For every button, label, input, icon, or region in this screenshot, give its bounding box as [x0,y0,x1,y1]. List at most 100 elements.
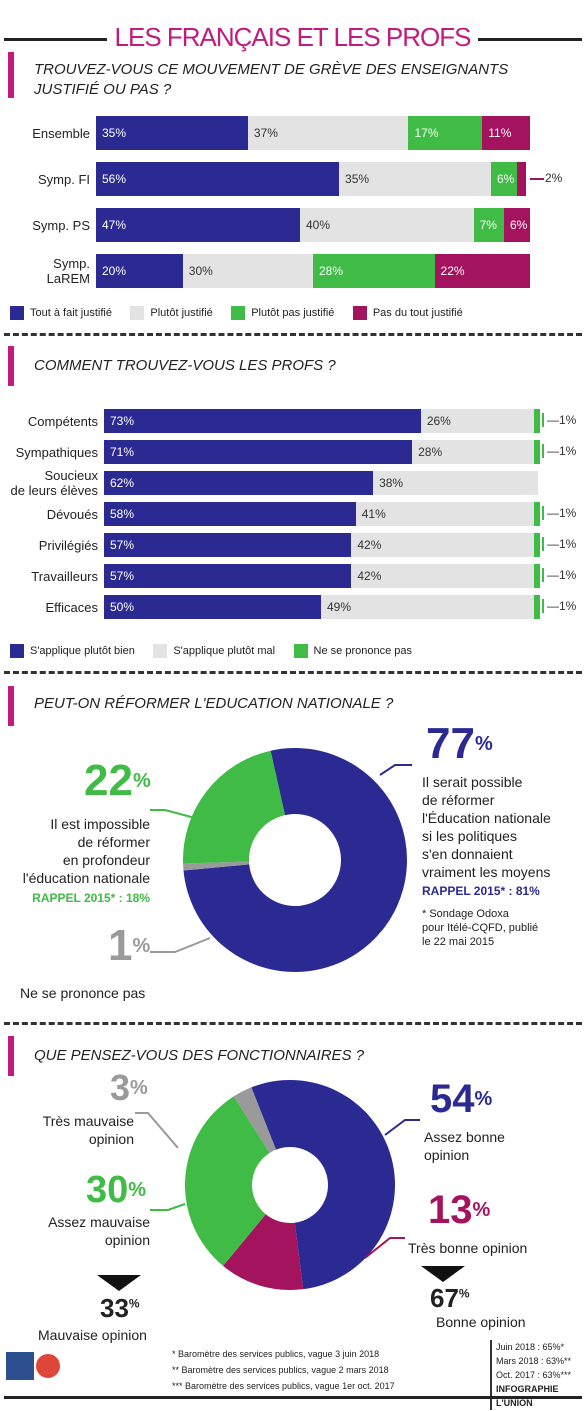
bar-segment: 11% [482,116,530,150]
category-label: Soucieux de leurs élèves [10,468,98,498]
reform-possible-text: Il serait possible de réformer l'Éducati… [422,773,582,881]
history-box: Juin 2018 : 65%* Mars 2018 : 63%** Oct. … [490,1340,585,1410]
text-line: pour Itélé-CQFD, publié [422,922,539,934]
legend-item: Plutôt pas justifié [231,306,334,321]
mauvaise-total-label: Mauvaise opinion [38,1327,147,1343]
category-label: Dévoués [46,506,98,522]
section-divider [4,333,582,336]
legend-label: Tout à fait justifié [30,307,112,319]
leader-line [150,937,211,953]
credit-line: INFOGRAPHIE L'UNION [496,1384,559,1408]
bar-segment: 26% [420,409,534,433]
bar-row: 57% 42% [104,564,540,588]
assez-bonne-value: 54% [430,1079,492,1119]
bar-segment [533,533,540,557]
bar-segment: 47% [96,208,300,242]
slice-assez-bonne [251,1080,395,1290]
text-line: de réformer [422,792,495,808]
bar-segment: 42% [351,533,534,557]
reform-nsp-number: 1 [108,921,133,970]
bar-row: 73% 26% [104,409,540,433]
reform-nsp-value: 1% [108,924,150,968]
mauvaise-total-number: 33 [100,1293,129,1323]
percent-sign: % [128,1296,140,1311]
strike-legend: Tout à fait justifié Plutôt justifié Plu… [10,303,580,321]
tres-mauvaise-number: 3 [110,1067,131,1108]
bar-segment [533,502,540,526]
tres-mauvaise-value: 3% [110,1070,148,1106]
leader-line [150,1203,186,1211]
text-line: opinion [424,1147,470,1163]
text-line: * Baromètre des services publics, vague … [172,1349,380,1359]
tres-mauvaise-label: Très mauvaise opinion [20,1112,134,1148]
text-line: Il est impossible [50,816,150,832]
question-bracket [8,686,28,726]
legend-label: S'applique plutôt bien [30,645,135,657]
text-line: Assez mauvaise [48,1214,150,1230]
bar-segment: 71% [104,440,413,464]
question-strike: TROUVEZ-VOUS CE MOUVEMENT DE GRÈVE DES E… [34,60,574,100]
bar-segment: 28% [412,440,534,464]
partner-logo [36,1354,60,1378]
bar-row: 50% 49% [104,595,540,619]
legend-label: S'applique plutôt mal [173,645,276,657]
text-line: s'en donnaient [422,846,513,862]
category-label: Efficaces [45,599,98,615]
bar-segment: 30% [182,254,313,288]
percent-sign: % [130,1077,148,1099]
bar-segment [516,162,526,196]
reform-possible-rappel: RAPPEL 2015* : 81% [422,884,540,898]
down-arrow-icon [421,1266,465,1282]
reform-impossible-rappel: RAPPEL 2015* : 18% [32,891,150,905]
bar-segment: 50% [104,595,321,619]
legend-item: Pas du tout justifié [352,306,463,321]
bar-segment: 35% [339,162,491,196]
text-line: Oct. 2017 : 63%*** [496,1370,572,1380]
percent-sign: % [132,935,151,957]
bar-segment: 40% [299,208,474,242]
section-divider [4,671,582,674]
text-line: *** Baromètre des services publics, vagu… [172,1381,395,1391]
category-label: Compétents [27,413,98,429]
tres-bonne-number: 13 [428,1188,473,1232]
text-line: opinion [88,1131,134,1147]
reform-footnote: * Sondage Odoxa pour Itélé-CQFD, publié … [422,907,538,949]
question-profs: COMMENT TROUVEZ-VOUS LES PROFS ? [34,357,336,374]
percent-sign: % [458,1286,470,1301]
bonne-total-value: 67% [430,1283,470,1314]
percent-sign: % [474,1088,493,1110]
question-fonctionnaires: QUE PENSEZ-VOUS DES FONCTIONNAIRES ? [34,1047,365,1064]
bar-segment: 28% [313,254,435,288]
bar-segment: 37% [247,116,409,150]
nsp-outside-label: —1% [542,413,576,427]
text-line: si les politiques [422,828,517,844]
question-reform: PEUT-ON RÉFORMER L'EDUCATION NATIONALE ? [34,695,394,712]
reform-impossible-text: Il est impossible de réformer en profond… [0,815,150,887]
bar-segment [533,595,540,619]
assez-bonne-label: Assez bonne opinion [424,1128,505,1164]
slice-assez-mauvaise [185,1096,270,1266]
question-bracket [8,52,28,98]
bar-segment: 35% [96,116,248,150]
nsp-outside-label: —1% [542,568,576,582]
outside-value-line [530,178,544,180]
bar-segment: 57% [104,564,352,588]
mauvaise-total-value: 33% [100,1293,140,1324]
assez-mauvaise-value: 30% [86,1171,146,1209]
assez-mauvaise-label: Assez mauvaise opinion [20,1213,150,1249]
bar-segment: 62% [104,471,374,495]
text-line: vraiment les moyens [422,864,551,880]
legend-label: Ne se prononce pas [313,645,412,657]
bar-segment: 38% [373,471,538,495]
category-label: Travailleurs [31,568,98,584]
leader-line [135,1112,179,1149]
bar-row: 62% 38% [104,471,538,495]
legend-label: Plutôt justifié [150,307,213,319]
bar-segment [533,440,540,464]
nsp-outside-label: —1% [542,506,576,520]
text-line: Il serait possible [422,774,523,790]
reform-impossible-number: 22 [84,756,133,805]
category-label: Symp. LaREM [46,256,90,286]
